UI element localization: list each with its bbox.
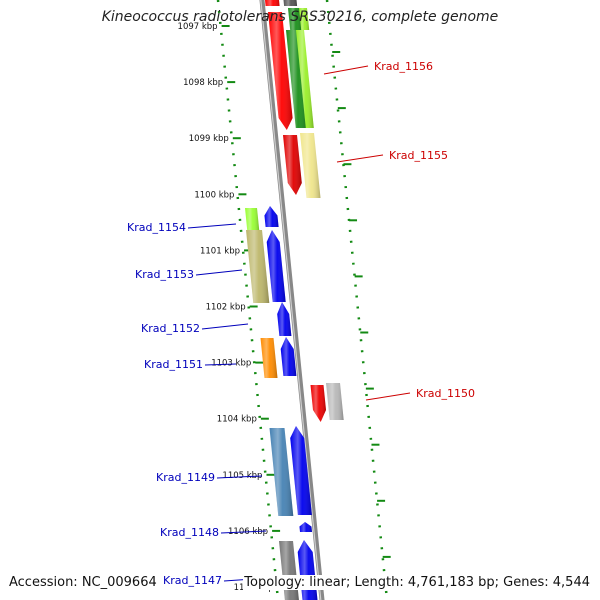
gene-block[interactable]	[310, 385, 327, 422]
tick-label: 1103 kbp	[211, 359, 251, 369]
leader-line	[220, 530, 267, 534]
leader-line	[195, 269, 243, 276]
leader-line	[323, 65, 369, 75]
gene-block[interactable]	[266, 230, 286, 302]
gene-label[interactable]: Krad_1150	[416, 387, 475, 400]
gene-label[interactable]: Krad_1147	[163, 574, 222, 587]
tick-label: 1098 kbp	[183, 78, 223, 88]
gene-label[interactable]: Krad_1156	[374, 60, 433, 73]
genome-stats-text: Topology: linear; Length: 4,761,183 bp; …	[243, 575, 591, 590]
gene-label[interactable]: Krad_1151	[144, 358, 203, 371]
scale-line-right	[325, 0, 389, 600]
gene-block[interactable]	[268, 12, 293, 130]
gene-block[interactable]	[299, 522, 312, 532]
tick-label: 1100 kbp	[194, 190, 234, 200]
gene-block[interactable]	[264, 206, 279, 227]
gene-block[interactable]	[283, 0, 298, 6]
gene-label[interactable]: Krad_1149	[156, 471, 215, 484]
gene-block[interactable]	[246, 230, 270, 303]
accession-text: Accession: NC_009664	[8, 575, 158, 590]
gene-block[interactable]	[326, 383, 344, 420]
gene-block[interactable]	[286, 30, 308, 128]
gene-block[interactable]	[265, 0, 280, 6]
gene-block[interactable]	[290, 426, 312, 515]
tick-label: 1102 kbp	[206, 303, 246, 313]
leader-line	[204, 363, 237, 366]
gene-block[interactable]	[299, 8, 310, 30]
backbone-highlight	[260, 0, 322, 600]
leader-line	[201, 323, 249, 330]
gene-label[interactable]: Krad_1154	[127, 221, 186, 234]
gene-block[interactable]	[260, 338, 278, 378]
genome-backbone	[259, 0, 325, 600]
scale-line-left	[216, 0, 280, 600]
gene-label[interactable]: Krad_1153	[135, 268, 194, 281]
leader-line	[187, 223, 237, 229]
leader-line	[365, 392, 411, 401]
gene-block[interactable]	[288, 8, 303, 30]
gene-block[interactable]	[277, 302, 292, 336]
gene-label[interactable]: Krad_1152	[141, 322, 200, 335]
backbone-line	[259, 0, 325, 600]
gene-block[interactable]	[279, 541, 299, 600]
gene-block[interactable]	[269, 428, 294, 516]
gene-block[interactable]	[280, 337, 297, 376]
gene-label[interactable]: Krad_1148	[160, 526, 219, 539]
tick-label: 1101 kbp	[200, 246, 240, 256]
tick-label: 1097 kbp	[178, 22, 218, 32]
gene-block[interactable]	[283, 135, 302, 195]
gene-label[interactable]: Krad_1155	[389, 149, 448, 162]
gene-block[interactable]	[245, 208, 260, 230]
gene-track	[245, 0, 344, 600]
gene-block[interactable]	[296, 30, 314, 128]
gene-block[interactable]	[300, 133, 321, 198]
leader-line	[336, 154, 384, 163]
tick-label: 1104 kbp	[217, 415, 257, 425]
tick-label: 1105 kbp	[222, 471, 262, 481]
leader-line	[216, 475, 263, 479]
genome-title: Kineococcus radiotolerans SRS30216, comp…	[101, 9, 499, 25]
tick-label: 1099 kbp	[189, 134, 229, 144]
